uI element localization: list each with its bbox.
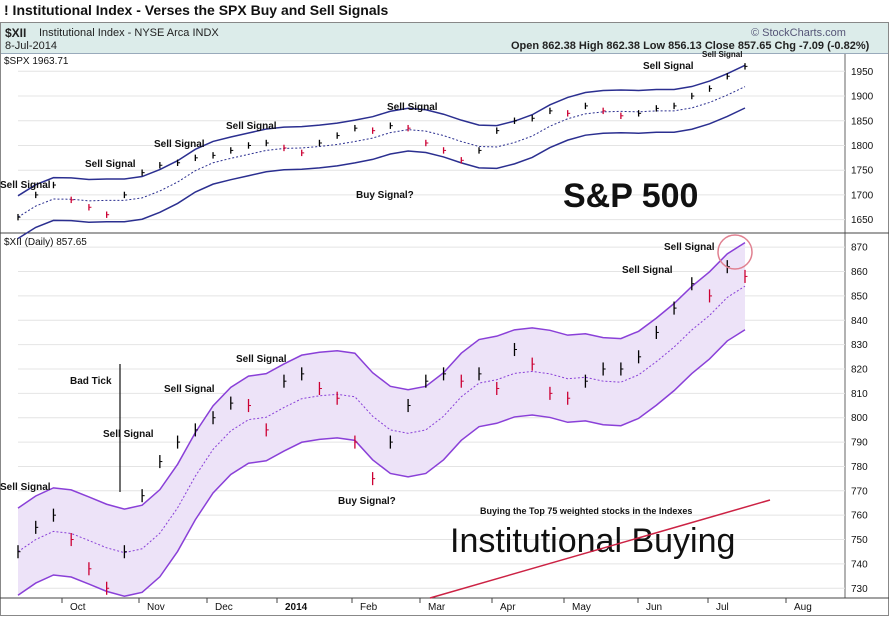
signal-annotation: Bad Tick <box>70 376 112 387</box>
signal-annotation: Sell Signal <box>664 242 715 253</box>
x-tick-label: Dec <box>215 602 233 613</box>
y-tick-label: 1850 <box>851 116 874 127</box>
y-tick-label: 870 <box>851 243 868 254</box>
x-tick-label: May <box>572 602 591 613</box>
signal-annotation: Sell Signal <box>103 429 154 440</box>
x-tick-label: Nov <box>147 602 165 613</box>
big-label: S&P 500 <box>563 177 698 215</box>
trend-line <box>429 499 771 599</box>
y-tick-label: 770 <box>851 486 868 497</box>
signal-annotation: Sell Signal <box>154 139 205 150</box>
instrument-name: Institutional Index - NYSE Arca INDX <box>39 27 219 39</box>
signal-annotation: Sell Signal <box>85 159 136 170</box>
trend-note: Buying the Top 75 weighted stocks in the… <box>480 506 692 516</box>
y-tick-label: 840 <box>851 316 868 327</box>
y-tick-label: 740 <box>851 559 868 570</box>
x-tick-label: Aug <box>794 602 812 613</box>
signal-annotation: Buy Signal? <box>356 190 414 201</box>
panel-label: $SPX 1963.71 <box>4 56 69 67</box>
y-tick-label: 830 <box>851 340 868 351</box>
big-label: Institutional Buying <box>450 522 735 560</box>
y-tick-label: 820 <box>851 364 868 375</box>
y-tick-label: 760 <box>851 511 868 522</box>
x-tick-label: Oct <box>70 602 86 613</box>
lower-band-line <box>17 107 746 240</box>
x-tick-label: Jul <box>716 602 729 613</box>
y-tick-label: 750 <box>851 535 868 546</box>
moving-average-line <box>17 86 746 218</box>
y-tick-label: 1950 <box>851 67 874 78</box>
y-tick-label: 1800 <box>851 141 874 152</box>
y-tick-label: 1700 <box>851 190 874 201</box>
y-tick-label: 780 <box>851 462 868 473</box>
y-tick-label: 1650 <box>851 215 874 226</box>
brand-logo: © StockCharts.com <box>751 27 846 39</box>
signal-annotation: Sell Signal <box>236 354 287 365</box>
symbol: $XII <box>5 26 27 40</box>
y-tick-label: 800 <box>851 413 868 424</box>
y-tick-label: 810 <box>851 389 868 400</box>
signal-annotation: Sell Signal <box>702 50 742 59</box>
panel-label: $XII (Daily) 857.65 <box>4 237 87 248</box>
x-tick-label: 2014 <box>285 602 308 613</box>
upper-band-line <box>17 64 746 197</box>
x-tick-label: Jun <box>646 602 662 613</box>
y-tick-label: 730 <box>851 584 868 595</box>
chart-header: $XII Institutional Index - NYSE Arca IND… <box>1 23 888 54</box>
y-tick-label: 1750 <box>851 166 874 177</box>
moving-average-line <box>17 285 746 554</box>
signal-annotation: Sell Signal <box>226 121 277 132</box>
signal-annotation: Sell Signal <box>387 102 438 113</box>
signal-annotation: Sell Signal <box>622 265 673 276</box>
x-tick-label: Mar <box>428 602 446 613</box>
bollinger-band-fill <box>18 242 745 597</box>
signal-annotation: Sell Signal <box>0 180 51 191</box>
signal-annotation: Buy Signal? <box>338 496 396 507</box>
signal-annotation: Sell Signal <box>164 384 215 395</box>
signal-annotation: Sell Signal <box>0 482 51 493</box>
highlight-circle <box>717 234 753 270</box>
lower-band-line <box>17 329 746 598</box>
x-tick-label: Feb <box>360 602 378 613</box>
y-tick-label: 860 <box>851 267 868 278</box>
page-title: ! Institutional Index - Verses the SPX B… <box>4 2 389 18</box>
signal-annotation: Sell Signal <box>643 61 694 72</box>
y-tick-label: 790 <box>851 438 868 449</box>
upper-band-line <box>17 241 746 510</box>
chart-date: 8-Jul-2014 <box>5 40 57 52</box>
ohlc-readout: Open 862.38 High 862.38 Low 856.13 Close… <box>511 40 870 52</box>
x-tick-label: Apr <box>500 602 516 613</box>
chart-canvas: 1650 1700 1750 1800 1850 1900 1950 $SPX 1963.71… <box>0 50 889 613</box>
y-tick-label: 1900 <box>851 92 874 103</box>
y-tick-label: 850 <box>851 291 868 302</box>
chart-frame: $XII Institutional Index - NYSE Arca IND… <box>0 22 889 616</box>
